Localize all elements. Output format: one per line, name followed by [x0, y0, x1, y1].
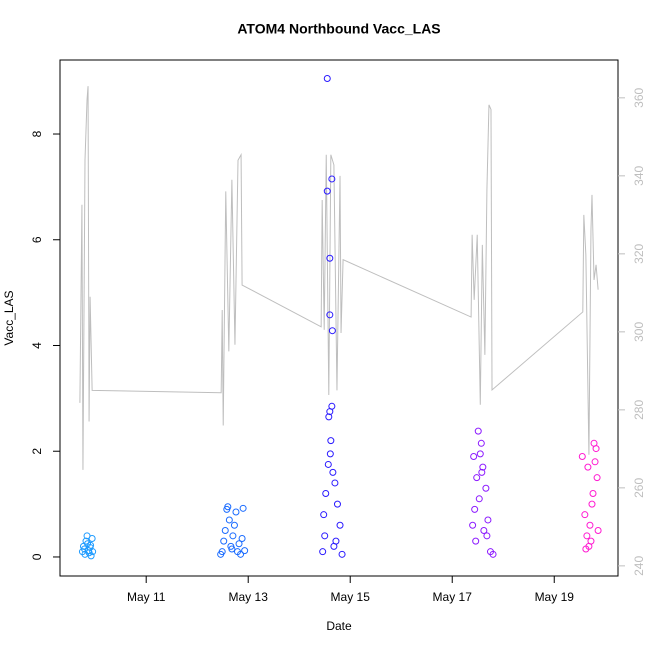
point — [319, 548, 327, 556]
chart-title: ATOM4 Northbound Vacc_LAS — [237, 21, 440, 37]
y2-tick-label: 340 — [632, 166, 646, 186]
point — [326, 311, 334, 319]
point — [228, 545, 236, 553]
point — [479, 463, 487, 471]
point — [594, 527, 602, 535]
point — [232, 508, 240, 516]
point — [325, 413, 333, 421]
x-tick-label: May 15 — [331, 590, 371, 604]
point — [321, 532, 329, 540]
y2-tick-label: 320 — [632, 244, 646, 264]
point — [476, 450, 484, 458]
y-tick-label: 6 — [30, 236, 44, 243]
plot-frame — [59, 59, 619, 577]
x-tick-label: May 11 — [127, 590, 166, 604]
point — [88, 534, 96, 542]
point — [322, 490, 330, 498]
point — [235, 540, 243, 548]
point — [87, 541, 95, 549]
point — [241, 547, 249, 555]
point — [238, 534, 246, 542]
point — [477, 439, 485, 447]
point — [328, 175, 336, 183]
point — [326, 408, 334, 416]
y-tick-label: 0 — [30, 553, 44, 560]
point — [328, 327, 336, 335]
y2-tick-label: 240 — [632, 556, 646, 576]
point — [221, 527, 229, 535]
y-tick-label: 2 — [30, 448, 44, 455]
point — [323, 75, 331, 83]
y-axis-label: Vacc_LAS — [2, 290, 16, 345]
point — [229, 532, 237, 540]
point — [218, 548, 226, 556]
point — [475, 495, 483, 503]
point — [320, 511, 328, 519]
point — [584, 463, 592, 471]
point — [591, 458, 599, 466]
point — [230, 521, 238, 529]
y2-tick-label: 300 — [632, 322, 646, 342]
point — [323, 187, 331, 195]
point — [592, 445, 600, 453]
point — [89, 548, 97, 556]
point — [338, 550, 346, 558]
x-axis-label: Date — [326, 619, 352, 633]
point — [332, 537, 340, 545]
point — [472, 537, 480, 545]
y2-tick-label: 360 — [632, 88, 646, 108]
point — [582, 545, 590, 553]
point — [474, 427, 482, 435]
y-tick-label: 4 — [30, 342, 44, 349]
x-tick-label: May 19 — [535, 590, 575, 604]
point — [331, 479, 339, 487]
point — [326, 450, 334, 458]
point — [327, 437, 335, 445]
point — [329, 468, 337, 476]
point — [333, 500, 341, 508]
point — [225, 516, 233, 524]
point — [220, 537, 228, 545]
point — [237, 550, 245, 558]
point — [480, 527, 488, 535]
point — [489, 550, 497, 558]
point — [87, 552, 95, 560]
point — [469, 521, 477, 529]
x-tick-label: May 17 — [433, 590, 473, 604]
point — [471, 505, 479, 513]
point — [336, 521, 344, 529]
point — [470, 453, 478, 461]
x-tick-label: May 13 — [229, 590, 269, 604]
line-series — [79, 86, 599, 470]
point — [593, 474, 601, 482]
point — [224, 503, 232, 511]
y2-tick-label: 260 — [632, 478, 646, 498]
point — [473, 474, 481, 482]
point — [478, 468, 486, 476]
point — [589, 490, 597, 498]
point — [239, 504, 247, 512]
point — [326, 254, 334, 262]
y-tick-label: 8 — [30, 130, 44, 137]
point — [482, 484, 490, 492]
point — [484, 516, 492, 524]
y2-tick-label: 280 — [632, 400, 646, 420]
point — [324, 460, 332, 468]
point — [81, 550, 89, 558]
point — [583, 532, 591, 540]
point — [483, 532, 491, 540]
point — [581, 511, 589, 519]
point — [578, 453, 586, 461]
point — [586, 521, 594, 529]
point — [588, 500, 596, 508]
